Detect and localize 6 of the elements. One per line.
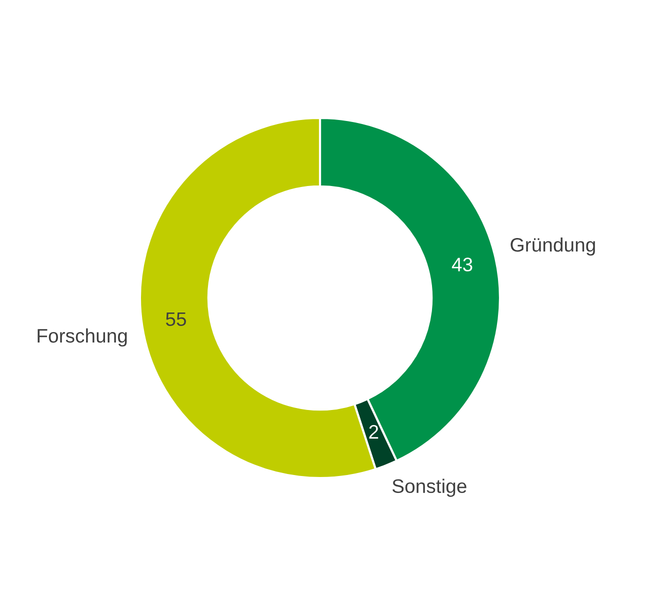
data-label: 2 (369, 425, 378, 439)
data-label: 43 (452, 258, 472, 272)
slice-label: Sonstige (392, 478, 466, 497)
slice-label: Forschung (38, 328, 127, 347)
data-label: 55 (166, 312, 186, 326)
slice-label: Gründung (510, 237, 595, 256)
